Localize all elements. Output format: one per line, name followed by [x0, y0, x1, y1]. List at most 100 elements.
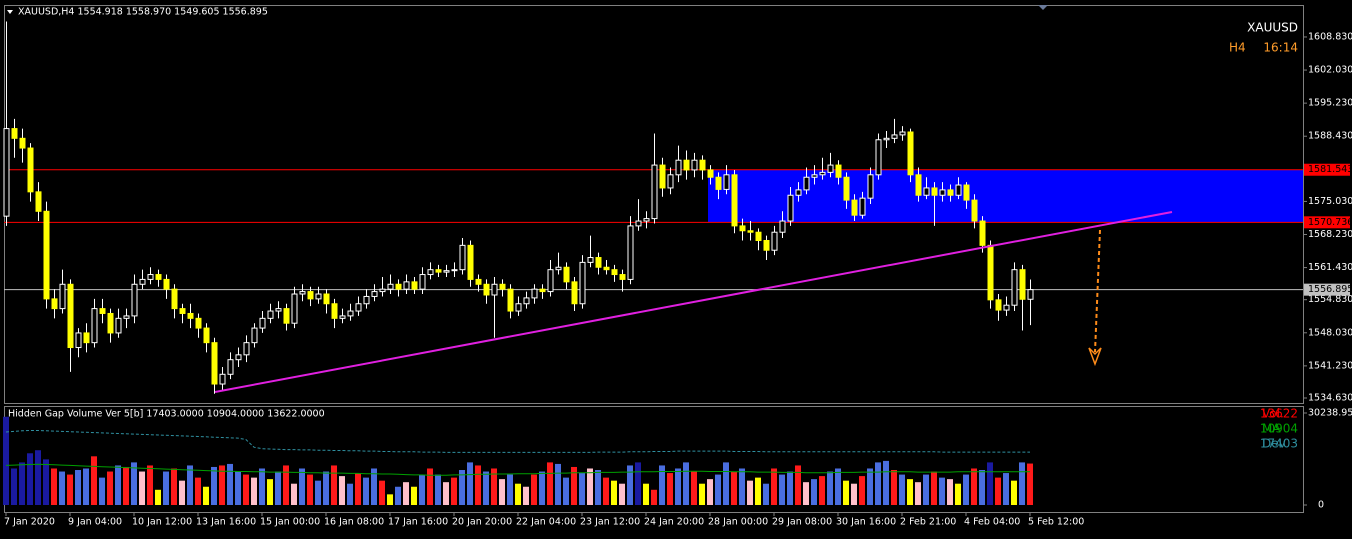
- volume-bar: [691, 471, 697, 505]
- volume-bar: [251, 477, 257, 505]
- candle-body: [699, 159, 706, 171]
- volume-bar: [3, 416, 9, 505]
- volume-bar: [995, 477, 1001, 505]
- volume-bar: [59, 471, 65, 505]
- volume-bar: [587, 468, 593, 505]
- candle-body: [955, 184, 962, 196]
- volume-bar: [715, 474, 721, 505]
- candle-body: [483, 283, 490, 296]
- volume-bar: [611, 480, 617, 505]
- candle-body: [787, 194, 794, 222]
- volume-bar: [883, 460, 889, 505]
- x-tick-label: 16 Jan 08:00: [324, 517, 384, 528]
- x-tick-label: 30 Jan 16:00: [836, 517, 896, 528]
- candle-body: [267, 310, 274, 319]
- volume-bar: [867, 468, 873, 505]
- x-tick-label: 22 Jan 04:00: [516, 517, 576, 528]
- x-tick-label: 20 Jan 20:00: [452, 517, 512, 528]
- legend-value: 13622: [1260, 407, 1298, 421]
- candle-body: [723, 174, 730, 190]
- candle-body: [547, 269, 554, 293]
- candle-body: [979, 220, 986, 246]
- candle-body: [995, 299, 1002, 311]
- candle-body: [427, 269, 434, 276]
- candle-body: [123, 315, 130, 319]
- x-tick-label: 5 Feb 12:00: [1028, 517, 1084, 528]
- y-tick-label: 0: [1318, 500, 1324, 511]
- volume-bar: [627, 465, 633, 505]
- volume-bar: [147, 465, 153, 505]
- volume-bar: [787, 471, 793, 505]
- candle-body: [339, 315, 346, 319]
- volume-bar: [11, 468, 17, 505]
- volume-bar: [979, 470, 985, 505]
- candle-body: [51, 298, 58, 310]
- candle-body: [27, 147, 34, 193]
- timeframe: H4: [1229, 41, 1246, 55]
- candle-body: [891, 134, 898, 139]
- legend-value: 10904: [1260, 422, 1298, 436]
- candle-body: [459, 244, 466, 271]
- candle-body: [291, 293, 298, 324]
- volume-bar: [651, 489, 657, 505]
- volume-bar: [875, 462, 881, 505]
- indicator-header: Hidden Gap Volume Ver 5[b] 17403.0000 10…: [8, 409, 325, 420]
- volume-bar: [115, 465, 121, 505]
- y-tick-label: 1534.630: [1308, 392, 1352, 403]
- volume-bar: [539, 471, 545, 505]
- candle-body: [139, 278, 146, 285]
- candle-body: [515, 303, 522, 312]
- candle-body: [163, 278, 170, 290]
- y-tick-label: 1575.030: [1308, 196, 1352, 207]
- candle-body: [91, 308, 98, 344]
- volume-bar: [451, 477, 457, 505]
- volume-bar: [259, 468, 265, 505]
- candle-body: [731, 174, 738, 227]
- volume-bar: [723, 462, 729, 505]
- volume-bar: [235, 471, 241, 505]
- candle-body: [307, 291, 314, 300]
- candle-body: [523, 297, 530, 305]
- volume-bar: [755, 477, 761, 505]
- volume-bar: [75, 470, 81, 505]
- candle-body: [371, 291, 378, 297]
- volume-bar: [1011, 480, 1017, 505]
- candle-body: [499, 283, 506, 290]
- candle-body: [883, 137, 890, 141]
- price-level-tag: [1304, 283, 1350, 296]
- volume-bar: [347, 483, 353, 505]
- volume-bar: [859, 476, 865, 505]
- candle-body: [131, 283, 138, 317]
- price-level-tag: [1304, 163, 1350, 176]
- candle-body: [219, 373, 226, 385]
- volume-bar: [939, 477, 945, 505]
- candle-body: [899, 131, 906, 136]
- candle-body: [859, 197, 866, 216]
- arrow-head: [1088, 347, 1102, 367]
- volume-bar: [915, 482, 921, 505]
- volume-bar: [795, 465, 801, 505]
- volume-bar: [891, 470, 897, 505]
- candle-body: [987, 244, 994, 301]
- volume-bar: [619, 483, 625, 505]
- candle-body: [611, 269, 618, 276]
- y-tick-label: 1595.230: [1308, 98, 1352, 109]
- candle-body: [235, 354, 242, 361]
- legend-value: 17403: [1260, 437, 1298, 451]
- candle-body: [971, 199, 978, 222]
- volume-bar: [731, 471, 737, 505]
- volume-bar: [931, 471, 937, 505]
- x-tick-label: 13 Jan 16:00: [196, 517, 256, 528]
- shift-marker: [1038, 5, 1048, 10]
- candle-body: [963, 184, 970, 201]
- candle-body: [579, 261, 586, 305]
- volume-bar: [971, 468, 977, 505]
- volume-bar: [283, 465, 289, 505]
- x-tick-label: 29 Jan 08:00: [772, 517, 832, 528]
- volume-bar: [227, 463, 233, 505]
- candle-body: [539, 288, 546, 293]
- volume-bar: [771, 468, 777, 505]
- candle-body: [531, 288, 538, 299]
